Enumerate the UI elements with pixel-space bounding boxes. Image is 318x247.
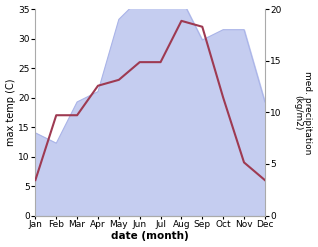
Y-axis label: med. precipitation
(kg/m2): med. precipitation (kg/m2) [293, 71, 313, 154]
X-axis label: date (month): date (month) [111, 231, 189, 242]
Y-axis label: max temp (C): max temp (C) [5, 79, 16, 146]
